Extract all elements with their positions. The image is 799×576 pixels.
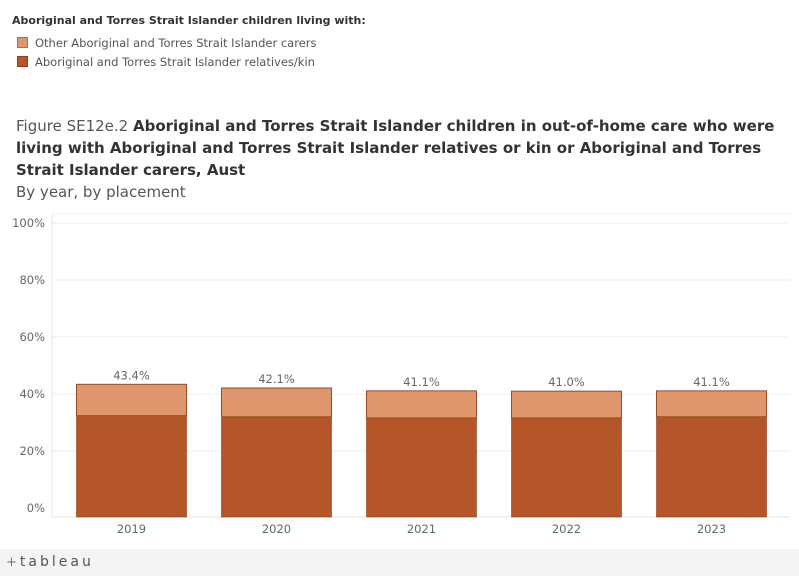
- tableau-logo[interactable]: +tableau: [6, 554, 94, 570]
- x-tick-label: 2020: [262, 522, 291, 536]
- legend-label-other-carers: Other Aboriginal and Torres Strait Islan…: [35, 35, 317, 50]
- x-tick-label: 2021: [407, 522, 436, 536]
- bar-segment-other-carers: [221, 387, 332, 418]
- y-tick-label: 100%: [12, 216, 45, 230]
- bar-total-label: 43.4%: [113, 368, 150, 382]
- bar-segment-other-carers: [76, 383, 187, 417]
- bar-segment-relatives-kin: [76, 415, 187, 518]
- bar-segment-relatives-kin: [366, 417, 477, 518]
- x-tick-label: 2022: [552, 522, 581, 536]
- footer-bar: +tableau: [0, 549, 799, 576]
- legend-title: Aboriginal and Torres Strait Islander ch…: [12, 14, 366, 27]
- y-tick-label: 40%: [19, 387, 45, 401]
- legend-label-relatives-kin: Aboriginal and Torres Strait Islander re…: [35, 54, 315, 69]
- legend: Aboriginal and Torres Strait Islander ch…: [12, 14, 366, 71]
- legend-item-relatives-kin[interactable]: Aboriginal and Torres Strait Islander re…: [17, 52, 366, 71]
- bar-segment-relatives-kin: [511, 417, 622, 518]
- figure-title-main: Aboriginal and Torres Strait Islander ch…: [16, 117, 775, 179]
- y-tick-label: 0%: [27, 501, 45, 515]
- bar-total-label: 41.1%: [403, 375, 440, 389]
- figure-subtitle: By year, by placement: [16, 183, 186, 201]
- bar-segment-relatives-kin: [221, 416, 332, 518]
- x-tick-label: 2023: [697, 522, 726, 536]
- figure-title-lead: Figure SE12e.2: [16, 117, 133, 135]
- y-tick-label: 20%: [19, 444, 45, 458]
- bar-segment-other-carers: [366, 390, 477, 419]
- legend-swatch-relatives-kin: [17, 56, 28, 67]
- legend-swatch-other-carers: [17, 37, 28, 48]
- tableau-logo-text: tableau: [19, 554, 94, 570]
- y-tick-label: 80%: [19, 273, 45, 287]
- bar-segment-relatives-kin: [656, 416, 767, 518]
- bar-total-label: 41.1%: [693, 375, 730, 389]
- bar-segment-other-carers: [656, 390, 767, 418]
- bar-total-label: 42.1%: [258, 372, 295, 386]
- figure-title: Figure SE12e.2 Aboriginal and Torres Str…: [16, 115, 791, 181]
- tableau-logo-plus-icon: +: [6, 555, 20, 570]
- legend-item-other-carers[interactable]: Other Aboriginal and Torres Strait Islan…: [17, 33, 366, 52]
- stacked-bar-chart: 0% 20% 40% 60% 80% 100% 43.4% 2019 42.1% 2020 41.1…: [12, 213, 790, 536]
- y-tick-label: 60%: [19, 330, 45, 344]
- bar-segment-other-carers: [511, 390, 622, 419]
- bar-total-label: 41.0%: [548, 375, 585, 389]
- x-tick-label: 2019: [117, 522, 146, 536]
